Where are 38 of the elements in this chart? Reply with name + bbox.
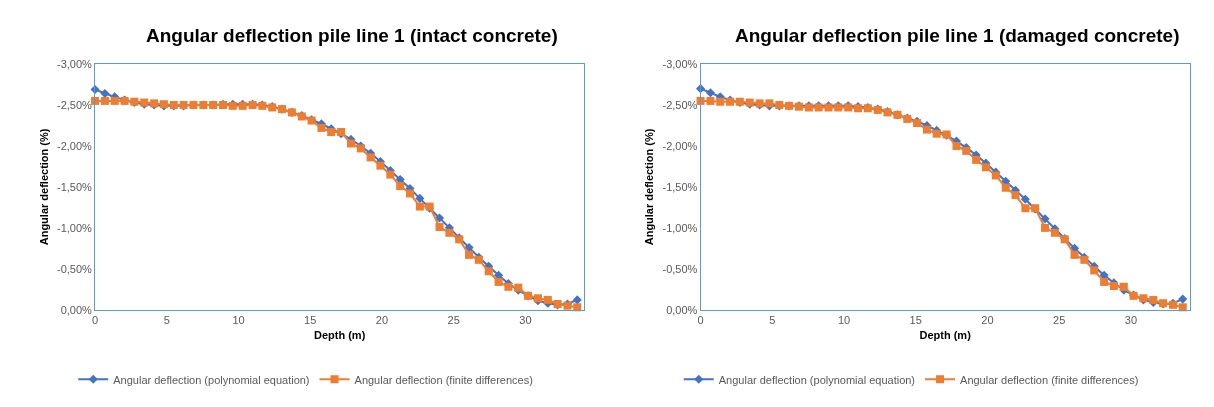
x-tick-label: 20 bbox=[375, 313, 389, 326]
y-tick-label: -0,50% bbox=[662, 262, 698, 275]
x-tick-label: 10 bbox=[837, 313, 851, 326]
x-tick-label: 5 bbox=[769, 313, 776, 326]
chart-title: Angular deflection pile line 1 (intact concrete) bbox=[146, 25, 558, 46]
y-axis-title: Angular deflection (%) bbox=[37, 128, 50, 246]
x-tick-label: 0 bbox=[697, 313, 704, 326]
y-tick-label: -1,50% bbox=[662, 180, 698, 193]
x-tick-label: 5 bbox=[163, 313, 170, 326]
x-tick-label: 15 bbox=[909, 313, 922, 326]
x-axis-title: Depth (m) bbox=[919, 329, 972, 342]
y-tick-label: -2,00% bbox=[56, 139, 93, 152]
legend-label: Angular deflection (finite differences) bbox=[354, 373, 533, 386]
y-tick-label: -2,50% bbox=[662, 98, 698, 111]
x-tick-label: 30 bbox=[519, 313, 532, 326]
x-axis-title: Depth (m) bbox=[313, 329, 366, 342]
x-tick-label: 30 bbox=[1124, 313, 1138, 326]
y-tick-label: -2,50% bbox=[56, 98, 93, 111]
chart-title: Angular deflection pile line 1 (damaged concrete) bbox=[735, 25, 1180, 46]
y-tick-label: -1,00% bbox=[662, 221, 698, 234]
y-tick-label: 0,00% bbox=[666, 303, 698, 316]
y-tick-label: -1,00% bbox=[56, 221, 93, 234]
y-tick-label: -0,50% bbox=[56, 262, 93, 275]
x-tick-label: 25 bbox=[447, 313, 460, 326]
y-tick-label: -3,00% bbox=[662, 57, 698, 70]
legend-label: Angular deflection (polynomial equation) bbox=[718, 373, 916, 386]
x-tick-label: 15 bbox=[304, 313, 317, 326]
x-tick-label: 25 bbox=[1053, 313, 1066, 326]
y-tick-label: -2,00% bbox=[662, 139, 698, 152]
legend-label: Angular deflection (polynomial equation) bbox=[113, 373, 310, 386]
y-axis-title: Angular deflection (%) bbox=[643, 128, 656, 246]
y-tick-label: 0,00% bbox=[60, 303, 93, 316]
x-tick-label: 0 bbox=[91, 313, 99, 326]
x-tick-label: 10 bbox=[232, 313, 245, 326]
x-tick-label: 20 bbox=[981, 313, 994, 326]
legend-label: Angular deflection (finite differences) bbox=[960, 373, 1139, 386]
y-tick-label: -1,50% bbox=[56, 180, 93, 193]
y-tick-label: -3,00% bbox=[56, 57, 93, 70]
